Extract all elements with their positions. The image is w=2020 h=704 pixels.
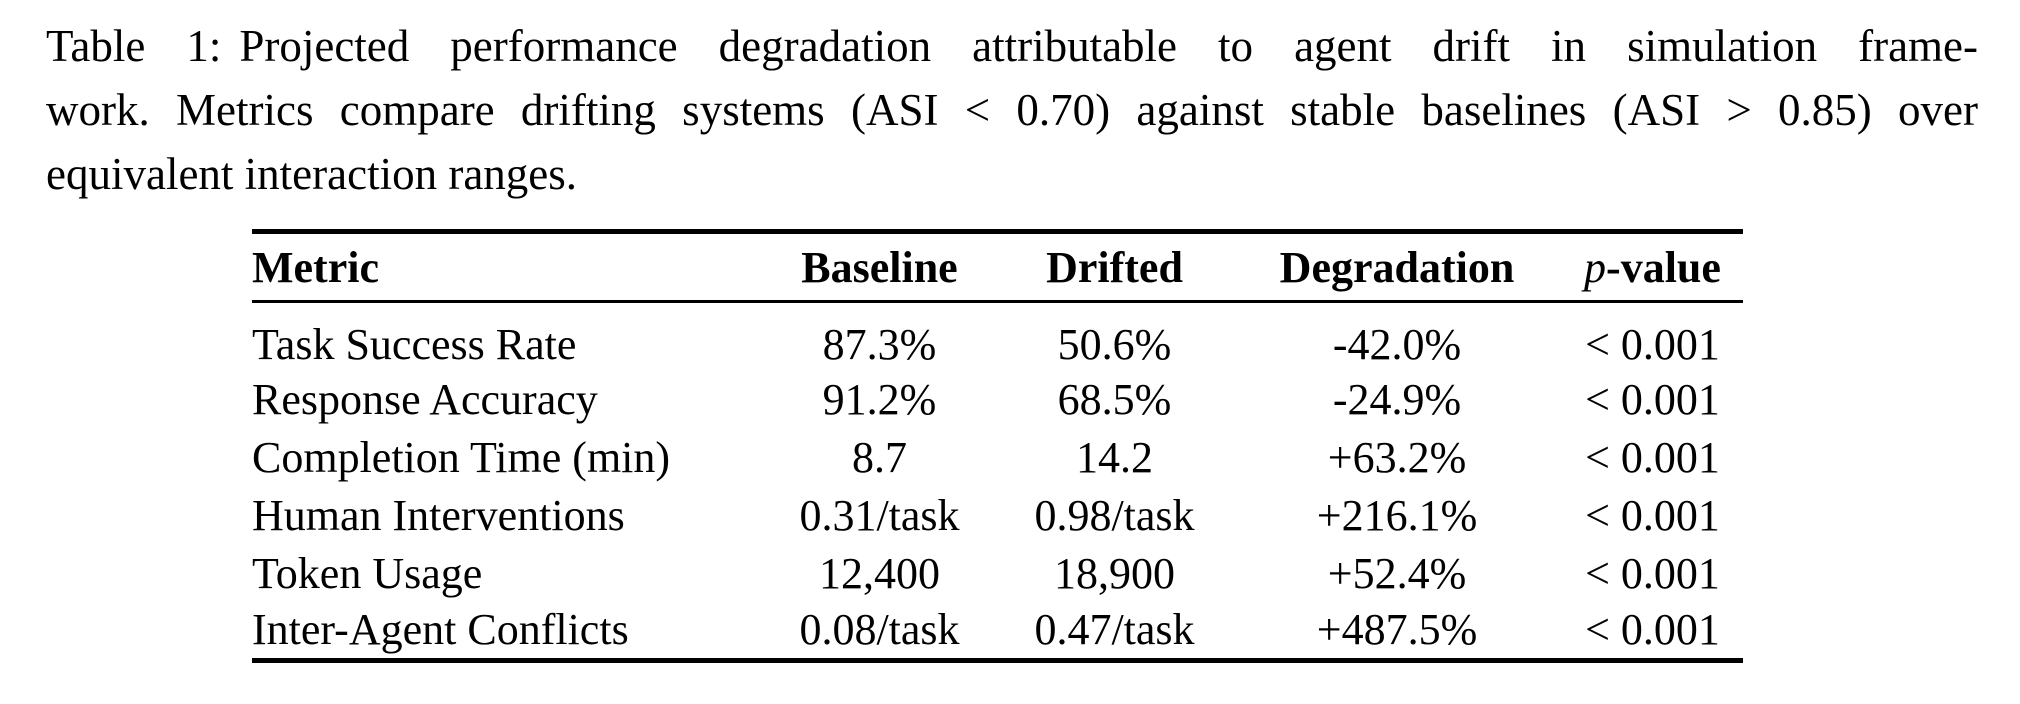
cell-degradation: -42.0%: [1332, 320, 1462, 369]
cell-baseline: 12,400: [819, 548, 940, 598]
header-row: Metric Baseline Drifted Degradation p-va…: [252, 232, 1743, 302]
table-row: Task Success Rate 87.3% 50.6% -42.0% < 0…: [252, 302, 1743, 371]
cell-metric: Token Usage: [252, 548, 483, 598]
cell-degradation: +487.5%: [1316, 605, 1478, 655]
cell-p-value: < 0.001: [1585, 320, 1720, 369]
header-baseline: Baseline: [801, 242, 958, 292]
cell-drifted: 68.5%: [1057, 374, 1172, 424]
table-row: Inter-Agent Conflicts 0.08/task 0.47/tas…: [252, 602, 1743, 660]
caption-line-2: work. Metrics compare drifting systems (…: [46, 85, 1978, 135]
cell-metric: Inter-Agent Conflicts: [252, 605, 629, 655]
header-drifted: Drifted: [1046, 242, 1183, 292]
table-caption: Table 1: Projected performance degradatio…: [46, 14, 1978, 206]
table-row: Token Usage 12,400 18,900 +52.4% < 0.001: [252, 544, 1743, 602]
header-p-value-rest: -value: [1606, 242, 1721, 292]
cell-baseline: 0.31/task: [799, 490, 960, 540]
header-p-value-italic-p: p: [1584, 242, 1607, 292]
table-row: Human Interventions 0.31/task 0.98/task …: [252, 486, 1743, 544]
caption-label: Table 1:: [46, 21, 222, 71]
cell-metric: Completion Time (min): [252, 432, 671, 482]
header-metric: Metric: [252, 242, 379, 292]
cell-baseline: 87.3%: [822, 320, 937, 369]
cell-drifted: 0.98/task: [1034, 490, 1195, 540]
header-p-value: p-value: [1562, 232, 1743, 302]
cell-metric: Human Interventions: [252, 490, 625, 540]
header-degradation: Degradation: [1279, 242, 1515, 292]
cell-degradation: +63.2%: [1327, 432, 1467, 482]
cell-p-value: < 0.001: [1585, 548, 1720, 598]
table-header: Metric Baseline Drifted Degradation p-va…: [252, 232, 1743, 302]
cell-p-value: < 0.001: [1585, 605, 1720, 655]
cell-degradation: +52.4%: [1327, 548, 1467, 598]
caption-line-1: Table 1: Projected performance degradatio…: [46, 14, 1978, 78]
cell-baseline: 0.08/task: [799, 605, 960, 655]
results-table: Metric Baseline Drifted Degradation p-va…: [252, 229, 1743, 663]
cell-degradation: +216.1%: [1316, 490, 1478, 540]
cell-p-value: < 0.001: [1585, 432, 1720, 482]
cell-p-value: < 0.001: [1585, 490, 1720, 540]
table-row: Response Accuracy 91.2% 68.5% -24.9% < 0…: [252, 370, 1743, 428]
cell-drifted: 0.47/task: [1034, 605, 1195, 655]
cell-metric: Task Success Rate: [252, 320, 577, 369]
cell-baseline: 91.2%: [822, 374, 937, 424]
table-body: Task Success Rate 87.3% 50.6% -42.0% < 0…: [252, 302, 1743, 661]
cell-drifted: 50.6%: [1057, 320, 1172, 369]
caption-line-1-text: Projected performance degradation attrib…: [239, 21, 1978, 71]
cell-metric: Response Accuracy: [252, 374, 598, 424]
caption-line-3: equivalent interaction ranges.: [46, 149, 578, 199]
cell-p-value: < 0.001: [1585, 374, 1720, 424]
cell-drifted: 18,900: [1054, 548, 1175, 598]
cell-drifted: 14.2: [1076, 432, 1153, 482]
cell-baseline: 8.7: [852, 432, 907, 482]
cell-degradation: -24.9%: [1332, 374, 1462, 424]
table-row: Completion Time (min) 8.7 14.2 +63.2% < …: [252, 428, 1743, 486]
